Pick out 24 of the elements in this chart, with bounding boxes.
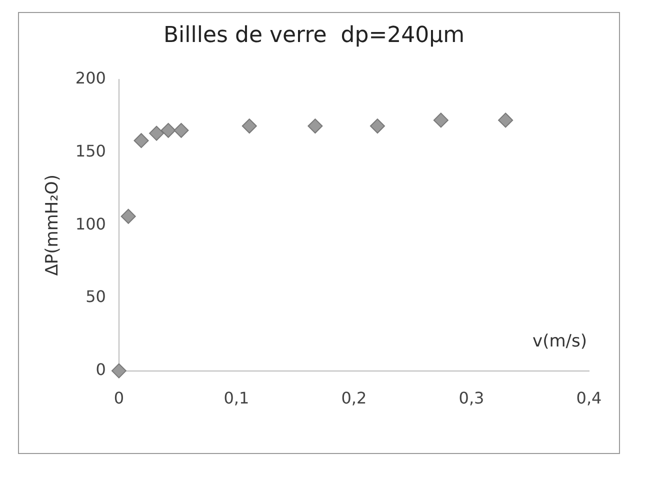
- y-tick-label: 150: [75, 141, 106, 160]
- y-tick-label: 50: [86, 287, 106, 306]
- point: [242, 118, 257, 134]
- point: [308, 118, 323, 134]
- y-tick-label: 100: [75, 214, 106, 234]
- point: [370, 118, 385, 134]
- x-axis-title: v(m/s): [532, 332, 587, 352]
- x-tick-label: 0,2: [341, 388, 367, 408]
- point: [433, 112, 448, 128]
- y-tick-label: 200: [75, 68, 106, 88]
- y-tick-label: 0: [96, 360, 106, 379]
- y-axis-title: ΔP(mmH₂O): [42, 174, 63, 276]
- x-tick-label: 0: [114, 388, 124, 408]
- x-tick-label: 0,3: [458, 388, 484, 408]
- x-tick-label: 0,1: [224, 388, 250, 408]
- point: [498, 112, 514, 128]
- point: [111, 363, 126, 378]
- chart-title: Billles de verre dp=240µm: [163, 22, 465, 48]
- point: [160, 122, 176, 138]
- point: [120, 208, 136, 224]
- point: [174, 122, 189, 138]
- point: [134, 133, 149, 148]
- x-tick-label: 0,4: [576, 388, 602, 408]
- point: [149, 126, 164, 141]
